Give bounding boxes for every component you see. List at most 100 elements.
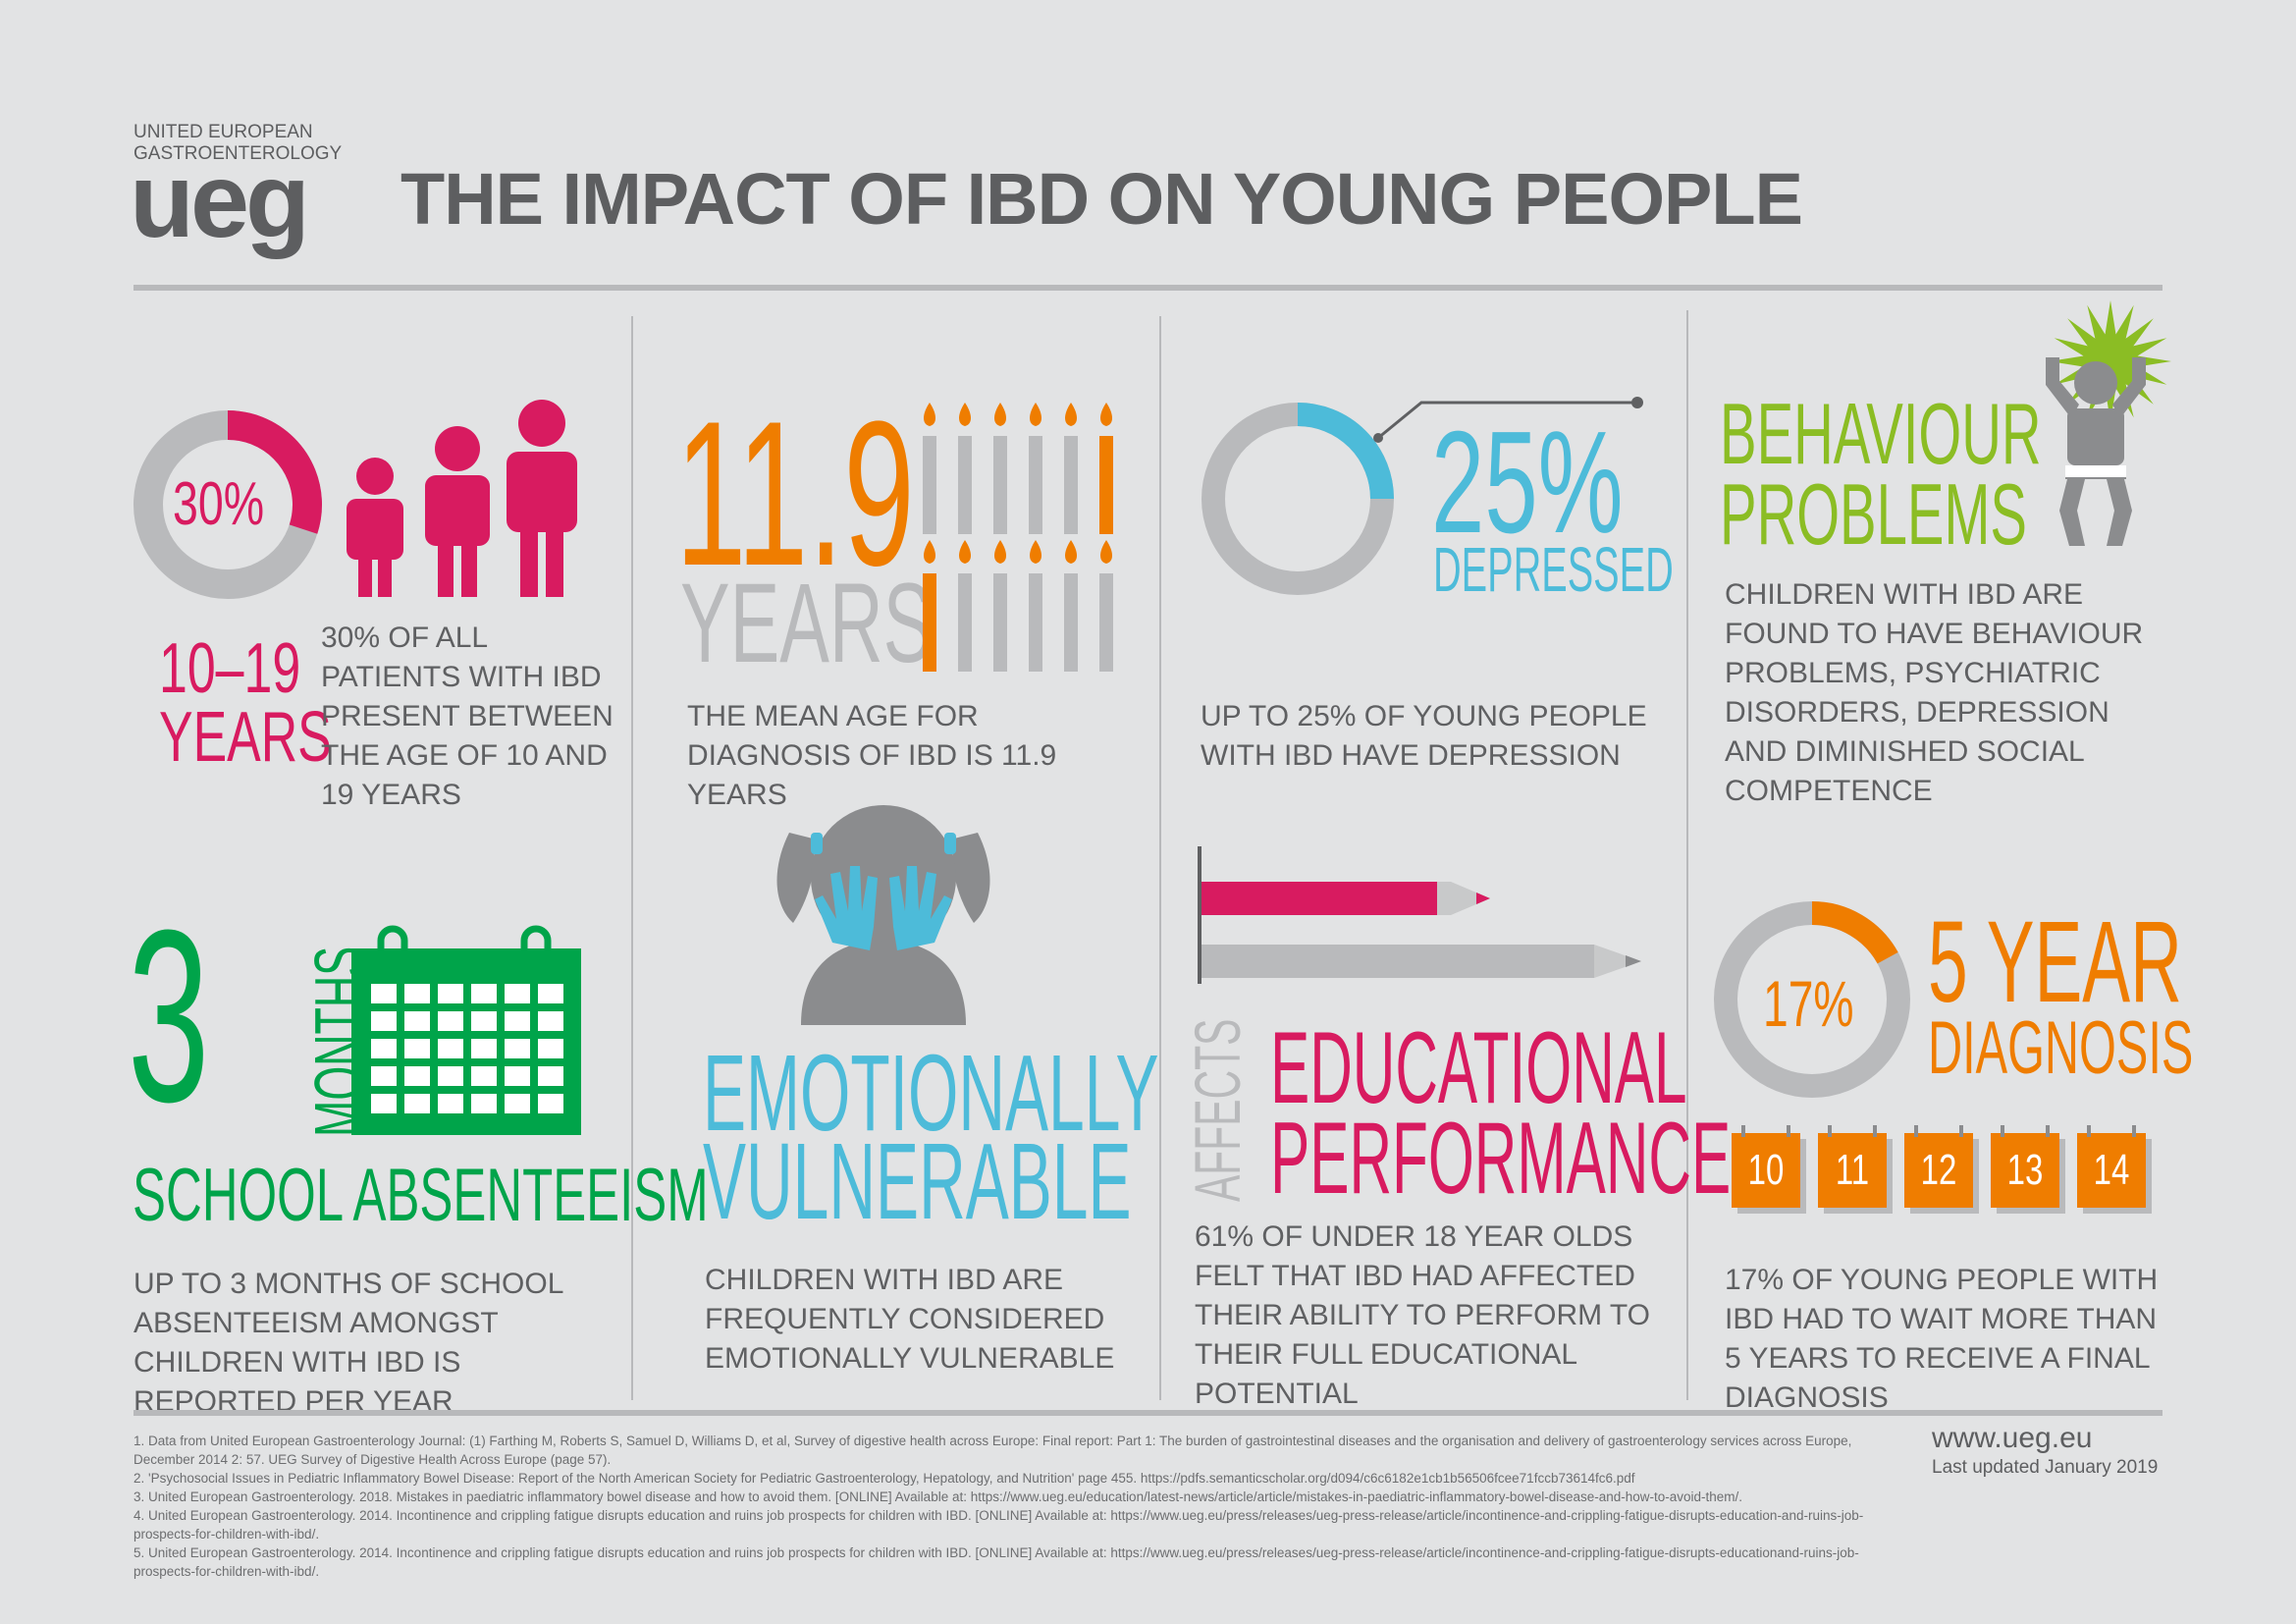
- footnote-2: 2. 'Psychosocial Issues in Pediatric Inf…: [133, 1471, 1635, 1486]
- calendar-cell: [538, 1039, 563, 1058]
- calendar-cell: [471, 984, 497, 1003]
- year-label: 12: [1920, 1146, 1957, 1194]
- calendar-rings: [2001, 1125, 2050, 1137]
- candle-flame: [959, 403, 971, 426]
- percent-donut-30: [133, 410, 322, 599]
- calendar-icon: [351, 925, 581, 1135]
- percent-donut-17: [1714, 901, 1910, 1098]
- logo-subtitle: UNITED EUROPEAN GASTROENTEROLOGY: [133, 122, 342, 165]
- calendar-cell: [538, 1011, 563, 1031]
- footnotes: 1. Data from United European Gastroenter…: [133, 1432, 1900, 1581]
- behaviour-line-2: PROBLEMS: [1720, 465, 2027, 563]
- candle-body: [1029, 573, 1042, 672]
- candle-flame: [959, 540, 971, 564]
- age-group-text: 30% OF ALL PATIENTS WITH IBD PRESENT BET…: [321, 622, 614, 811]
- candle-body: [1029, 436, 1042, 534]
- behaviour-line-1: BEHAVIOUR: [1720, 385, 2042, 482]
- education-line-1: EDUCATIONAL: [1270, 1011, 1687, 1125]
- calendar-cell: [404, 1039, 430, 1058]
- calendar-cell: [538, 984, 563, 1003]
- calendar-cell: [371, 1039, 397, 1058]
- calendar-cell: [471, 1094, 497, 1113]
- footnote-5: 5. United European Gastroenterology. 201…: [133, 1545, 1859, 1579]
- mean-age-text: THE MEAN AGE FOR DIAGNOSIS OF IBD IS 11.…: [687, 700, 1057, 811]
- people-icon: [347, 400, 577, 597]
- candle-body: [1064, 436, 1078, 534]
- footnote-3: 3. United European Gastroenterology. 201…: [133, 1489, 1743, 1504]
- candle-body: [1099, 573, 1113, 672]
- calendar-rings: [1741, 1125, 1790, 1137]
- emotional-line-1: EMOTIONALLY: [703, 1033, 1159, 1154]
- year-calendar-14: 14: [2077, 1125, 2146, 1208]
- calendar-cell: [438, 1094, 463, 1113]
- candle-body: [958, 573, 972, 672]
- logo-line-2: GASTROENTEROLOGY: [133, 143, 343, 164]
- candle-body: [1099, 436, 1113, 534]
- candle-flame: [1030, 540, 1041, 564]
- candle-flame: [924, 540, 935, 564]
- calendar-cell: [438, 984, 463, 1003]
- calendar-cell: [371, 1011, 397, 1031]
- column-divider-3: [1686, 310, 1688, 1400]
- calendar-cell: [404, 984, 430, 1003]
- calendar-cell: [371, 1094, 397, 1113]
- page-title: THE IMPACT OF IBD ON YOUNG PEOPLE: [400, 158, 1803, 240]
- mean-age-number: 11.9: [675, 378, 915, 609]
- calendar-cell: [438, 1011, 463, 1031]
- candle-flame: [1100, 403, 1112, 426]
- candle-flame: [994, 540, 1006, 564]
- calendar-cell: [371, 1066, 397, 1086]
- calendar-cell: [371, 984, 397, 1003]
- year-label: 14: [2093, 1146, 2130, 1194]
- candle-body: [1064, 573, 1078, 672]
- calendar-cell: [404, 1066, 430, 1086]
- year-calendar-11: 11: [1818, 1125, 1887, 1208]
- diagnosis-line-2: DIAGNOSIS: [1928, 1006, 2194, 1090]
- depression-text: UP TO 25% OF YOUNG PEOPLE WITH IBD HAVE …: [1201, 700, 1647, 772]
- year-label: 11: [1835, 1146, 1870, 1194]
- website-link[interactable]: www.ueg.eu: [1932, 1422, 2093, 1454]
- candle-body: [993, 436, 1007, 534]
- candle-flame: [1030, 403, 1041, 426]
- pencils-icon: [1198, 846, 1641, 984]
- header-divider: [133, 285, 2163, 291]
- ueg-logo: ueg: [130, 140, 310, 259]
- calendar-cell: [471, 1011, 497, 1031]
- candles-icon: [923, 403, 1113, 672]
- candle-flame: [924, 403, 935, 426]
- diagnosis-text: 17% OF YOUNG PEOPLE WITH IBD HAD TO WAIT…: [1725, 1264, 2159, 1414]
- year-label: 10: [1747, 1146, 1785, 1194]
- year-calendars: 10 11 12 13 14: [1732, 1125, 2163, 1216]
- education-line-2: PERFORMANCE: [1270, 1102, 1732, 1216]
- mean-age-unit: YEARS: [680, 561, 934, 686]
- footer-divider: [133, 1410, 2163, 1416]
- diagnosis-percent: 17%: [1763, 967, 1854, 1040]
- calendar-cell: [404, 1094, 430, 1113]
- candle-body: [923, 436, 936, 534]
- calendar-rings: [2087, 1125, 2136, 1137]
- calendar-rings: [1914, 1125, 1963, 1137]
- emotional-line-2: VULNERABLE: [703, 1121, 1132, 1242]
- candle-flame: [994, 403, 1006, 426]
- calendar-cell: [505, 1094, 530, 1113]
- candle-body: [958, 436, 972, 534]
- depression-percent: 25%: [1431, 402, 1624, 564]
- year-calendar-10: 10: [1732, 1125, 1800, 1208]
- percent-30-label: 30%: [173, 470, 265, 538]
- calendar-cell: [404, 1011, 430, 1031]
- calendar-cell: [538, 1094, 563, 1113]
- calendar-cell: [471, 1039, 497, 1058]
- calendar-cell: [438, 1066, 463, 1086]
- calendar-rings: [1828, 1125, 1877, 1137]
- year-label: 13: [2006, 1146, 2044, 1194]
- behaviour-text: CHILDREN WITH IBD ARE FOUND TO HAVE BEHA…: [1725, 578, 2144, 807]
- leader-line: [1373, 397, 1643, 443]
- calendar-cell: [471, 1066, 497, 1086]
- absence-text: UP TO 3 MONTHS OF SCHOOL ABSENTEEISM AMO…: [133, 1268, 563, 1418]
- affects-label: AFFECTS: [1181, 1018, 1254, 1202]
- frustrated-child-icon: [2046, 300, 2171, 546]
- calendar-cell: [438, 1039, 463, 1058]
- candle-flame: [1065, 540, 1077, 564]
- year-calendar-13: 13: [1991, 1125, 2059, 1208]
- candle-flame: [1065, 403, 1077, 426]
